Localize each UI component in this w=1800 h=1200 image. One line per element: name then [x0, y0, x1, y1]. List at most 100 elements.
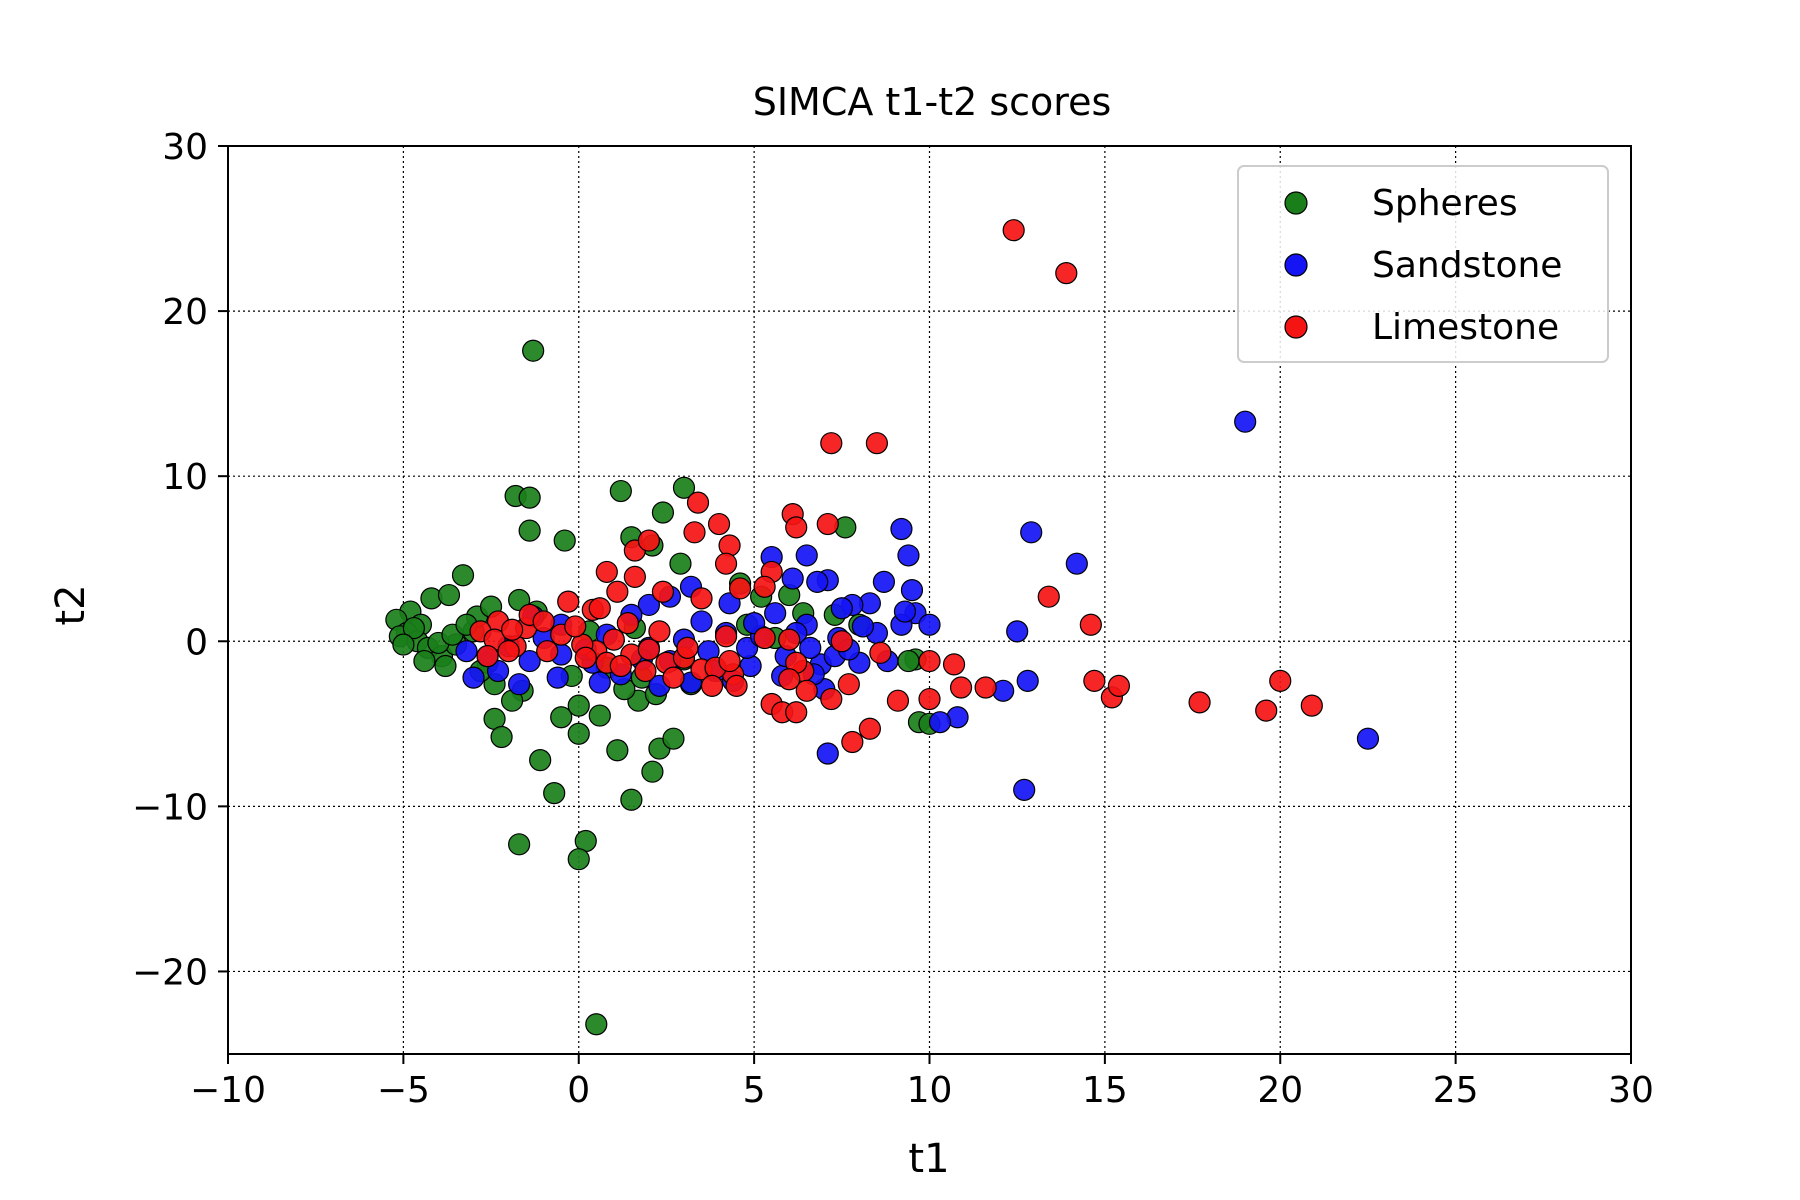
limestone-point [574, 646, 597, 669]
limestone-point [683, 521, 706, 544]
sandstone-point [897, 544, 920, 567]
limestone-point [532, 610, 555, 633]
limestone-point [476, 645, 499, 668]
sandstone-point [1234, 410, 1257, 433]
limestone-point [918, 649, 941, 673]
spheres-point [518, 519, 541, 542]
limestone-point [949, 676, 973, 699]
limestone-point [606, 580, 629, 603]
limestone-point [602, 628, 625, 651]
x-tick-label: 5 [743, 1070, 766, 1111]
limestone-point [609, 654, 632, 678]
spheres-point [567, 722, 590, 745]
legend: Spheres Sandstone Limestone [1237, 165, 1609, 363]
limestone-point [501, 618, 524, 641]
spheres-point [651, 501, 675, 524]
sandstone-point [816, 742, 839, 765]
limestone-point [700, 674, 724, 697]
x-tick-label: −10 [190, 1070, 266, 1111]
sandstone-point [1006, 620, 1029, 643]
limestone-point [676, 636, 699, 659]
sandstone-point [1013, 778, 1036, 801]
sandstone-point [508, 673, 531, 696]
sandstone-point [890, 517, 913, 541]
limestone-point [1107, 674, 1131, 697]
legend-marker-limestone [1284, 315, 1308, 339]
y-tick-label: 10 [162, 457, 208, 498]
spheres-point [392, 633, 415, 656]
limestone-point [564, 615, 587, 638]
limestone-point [595, 560, 618, 584]
limestone-point [886, 689, 910, 712]
sandstone-point [806, 570, 829, 593]
limestone-point [778, 668, 801, 691]
spheres-point [402, 616, 425, 640]
ticks-layer: −10 −5 0 5 10 15 20 25 30 −20 −10 0 10 20 30 [132, 127, 1654, 1111]
limestone-point [714, 625, 738, 648]
limestone-point [753, 575, 776, 598]
limestone-point [662, 666, 685, 689]
legend-box [1237, 165, 1609, 363]
limestone-point [918, 687, 941, 711]
sandstone-point [918, 613, 941, 636]
y-tick-label: 0 [185, 622, 208, 663]
limestone-point [714, 552, 738, 575]
spheres-point [451, 564, 475, 587]
limestone-point [686, 491, 710, 514]
sandstone-point [518, 649, 541, 673]
limestone-point [1002, 219, 1025, 242]
x-tick-label: 20 [1257, 1070, 1303, 1111]
limestone-point [1255, 699, 1278, 722]
limestone-point [707, 512, 731, 536]
limestone-point [830, 630, 853, 653]
sandstone-point [588, 671, 611, 694]
limestone-point [536, 640, 559, 663]
legend-marker-sandstone [1284, 253, 1308, 277]
limestone-point [820, 687, 843, 711]
x-tick-label: −5 [377, 1070, 430, 1111]
limestone-point [637, 529, 661, 552]
sandstone-point [799, 636, 822, 659]
limestone-point [865, 432, 888, 455]
sandstone-point [764, 602, 787, 625]
sandstone-point [546, 666, 569, 689]
spheres-point [413, 649, 436, 673]
limestone-point [497, 640, 520, 663]
y-tick-label: −10 [132, 787, 208, 828]
legend-label-sandstone: Sandstone [1372, 245, 1562, 286]
limestone-point [785, 701, 808, 724]
sandstone-point [1016, 669, 1039, 692]
spheres-point [669, 552, 692, 575]
sandstone-point [455, 640, 478, 663]
legend-label-limestone: Limestone [1372, 307, 1559, 348]
spheres-point [553, 529, 576, 552]
chart-title: SIMCA t1-t2 scores [753, 80, 1112, 124]
spheres-point [585, 1013, 608, 1036]
limestone-point [837, 673, 860, 696]
limestone-point [753, 626, 776, 650]
sandstone-point [928, 711, 952, 734]
series-spheres [385, 339, 941, 1036]
legend-label-spheres: Spheres [1372, 183, 1518, 224]
sandstone-point [872, 570, 896, 593]
sandstone-point [1356, 727, 1380, 750]
limestone-point [1037, 585, 1060, 608]
limestone-point [616, 612, 639, 635]
limestone-point [651, 580, 675, 603]
limestone-point [778, 628, 801, 651]
limestone-point [557, 590, 580, 613]
limestone-point [1083, 669, 1106, 692]
x-axis-label: t1 [908, 1136, 949, 1182]
spheres-point [529, 749, 552, 772]
limestone-point [718, 649, 741, 673]
y-axis-label: t2 [48, 584, 94, 625]
spheres-point [567, 694, 590, 717]
sandstone-point [900, 578, 924, 602]
limestone-point [795, 679, 818, 702]
limestone-point [1079, 613, 1102, 636]
sandstone-point [690, 610, 713, 633]
x-tick-label: 15 [1082, 1070, 1128, 1111]
sandstone-point [781, 567, 804, 590]
y-tick-label: 20 [162, 292, 208, 333]
limestone-point [637, 638, 661, 661]
